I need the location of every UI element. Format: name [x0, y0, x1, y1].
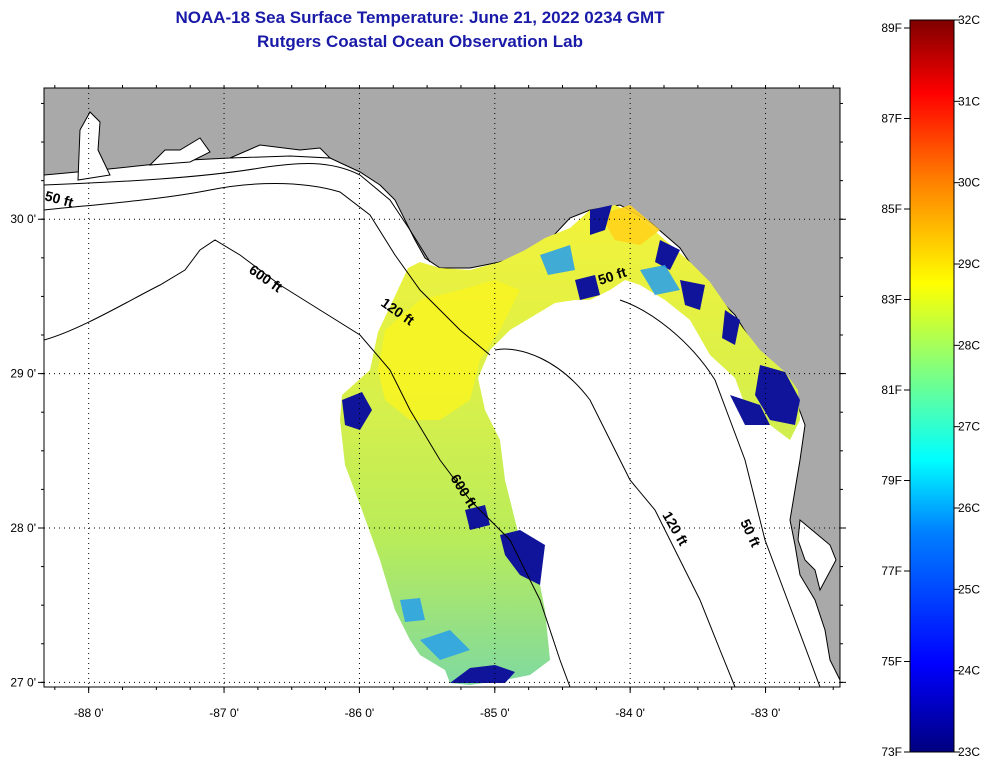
colorbar-c-label: 25C — [958, 582, 980, 596]
colorbar — [909, 19, 955, 753]
colorbar-c-label: 26C — [958, 501, 980, 515]
x-tick-label: -88 0' — [74, 706, 104, 720]
colorbar-c-label: 31C — [958, 94, 980, 108]
sst-warm-coast — [600, 205, 660, 245]
contour-120ft-east — [494, 348, 736, 687]
map-title: NOAA-18 Sea Surface Temperature: June 21… — [175, 8, 665, 27]
colorbar-ticks — [904, 19, 960, 753]
colorbar-c-label: 30C — [958, 176, 980, 190]
y-tick-label: 28 0' — [10, 521, 36, 535]
contour-600ft — [44, 239, 571, 687]
colorbar-c-label: 29C — [958, 257, 980, 271]
y-tick-label: 30 0' — [10, 212, 36, 226]
colorbar-c-label: 23C — [958, 745, 980, 759]
sst-mid-patches — [400, 245, 680, 660]
colorbar-f-label: 75F — [881, 655, 902, 669]
x-tick-label: -86 0' — [345, 706, 375, 720]
x-tick-label: -85 0' — [480, 706, 510, 720]
colorbar-c-label: 32C — [958, 13, 980, 27]
y-tick-label: 29 0' — [10, 367, 36, 381]
colorbar-c-label: 28C — [958, 338, 980, 352]
colorbar-c-label: 24C — [958, 664, 980, 678]
contour-label: 50 ft — [43, 187, 75, 210]
colorbar-f-label: 77F — [881, 564, 902, 578]
sst-warm-core — [378, 280, 520, 420]
axis-ticks — [38, 85, 846, 693]
contour-120ft — [44, 183, 491, 356]
x-tick-label: -84 0' — [615, 706, 645, 720]
colorbar-f-label: 87F — [881, 112, 902, 126]
contour-50ft-east — [619, 299, 821, 687]
choctawhatchee-bay — [229, 144, 332, 159]
y-tick-label: 27 0' — [10, 675, 36, 689]
tampa-bay — [797, 519, 837, 592]
contour-50ft — [44, 163, 431, 263]
mobile-bay — [77, 111, 111, 181]
x-tick-label: -87 0' — [209, 706, 239, 720]
colorbar-c-label: 27C — [958, 420, 980, 434]
colorbar-f-label: 79F — [881, 474, 902, 488]
colorbar-f-label: 85F — [881, 202, 902, 216]
colorbar-f-label: 89F — [881, 21, 902, 35]
pensacola-bay — [148, 137, 211, 166]
map-subtitle: Rutgers Coastal Ocean Observation Lab — [257, 32, 583, 51]
colorbar-f-label: 73F — [881, 745, 902, 759]
colorbar-f-label: 83F — [881, 293, 902, 307]
colorbar-f-label: 81F — [881, 383, 902, 397]
map-frame — [43, 87, 841, 688]
x-tick-label: -83 0' — [751, 706, 781, 720]
sst-cool-patches — [342, 205, 800, 683]
